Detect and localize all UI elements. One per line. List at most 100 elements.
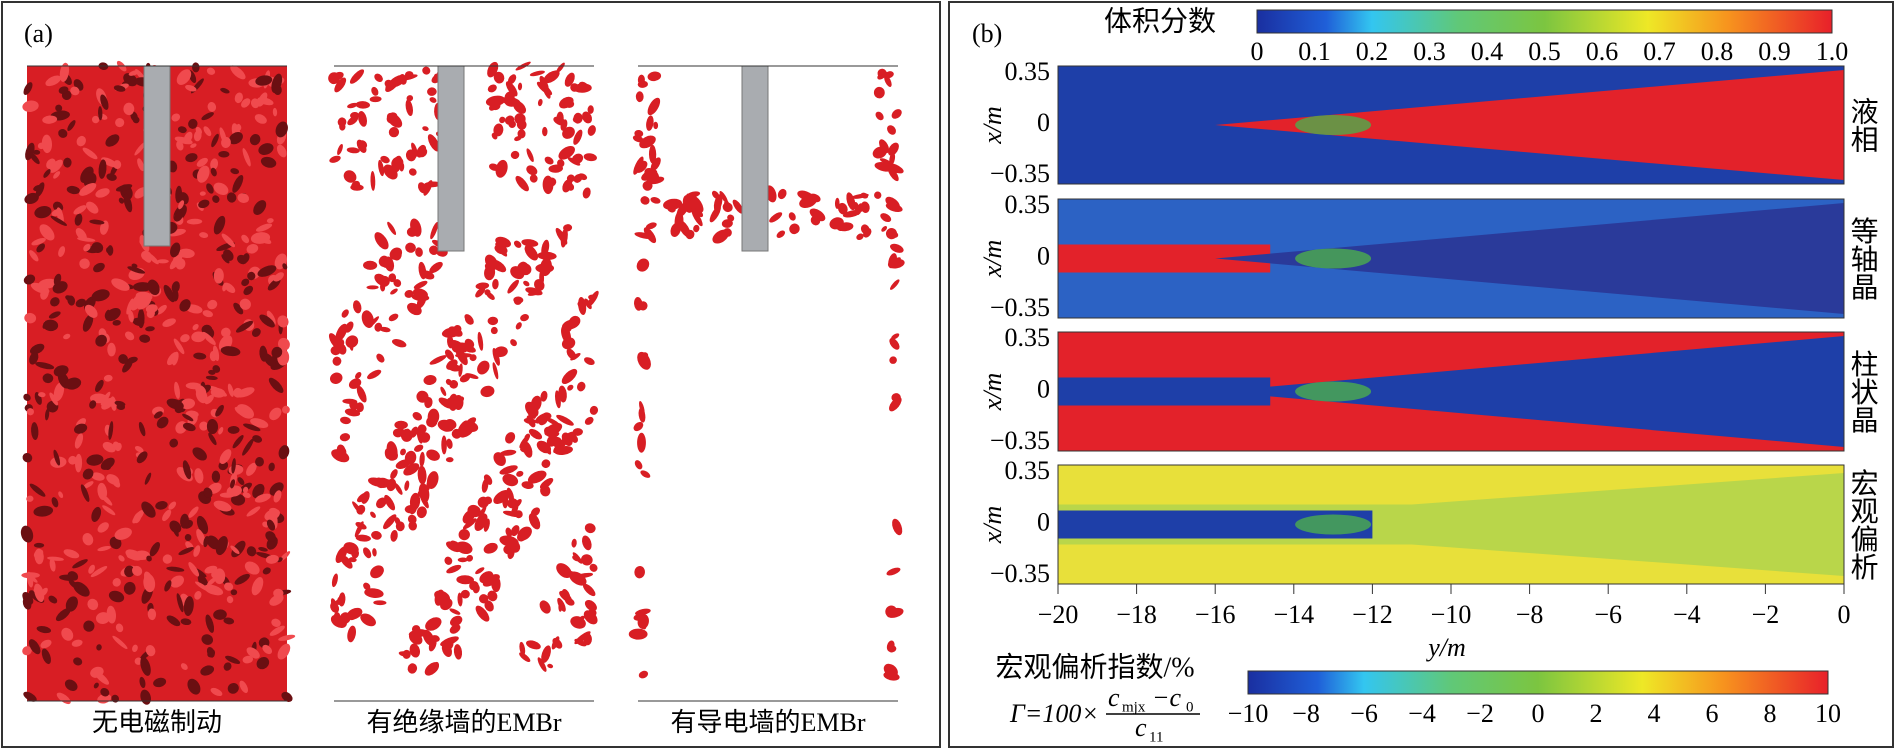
vortex-blob [195,384,207,397]
vortex-blob [126,298,134,315]
vortex-blob [33,542,45,548]
vortex-blob [405,149,417,162]
vortex-blob [115,184,133,192]
simulation-strip [1057,331,1845,452]
vortex-blob [405,428,411,437]
vortex-blob [429,355,447,365]
vortex-blob [487,590,498,602]
vortex-blob [451,428,462,439]
vortex-blob [103,374,113,382]
vortex-blob [26,495,34,502]
vortex-blob [637,74,645,85]
vortex-blob [53,171,61,179]
vortex-blob [562,126,575,139]
vortex-blob [516,470,524,477]
vortex-blob [199,232,209,238]
vortex-blob [89,219,105,225]
vortex-blob [566,431,576,438]
y-tick-label: 0.35 [1005,456,1051,485]
vortex-blob [449,379,459,389]
vortex-blob [41,648,51,665]
vortex-blob [146,252,159,265]
vortex-blob [184,533,192,542]
vortex-blob [483,474,493,485]
vortex-blob [572,555,581,562]
vortex-blob [271,346,283,358]
vortex-blob [228,132,243,145]
vortex-blob [634,129,644,138]
vortex-blob [370,171,376,191]
vortex-blob [562,570,575,576]
vortex-blob [582,583,596,597]
strip-frame [1057,65,1845,185]
vortex-blob [215,404,224,417]
vortex-blob [539,75,549,92]
vortex-blob [83,481,94,489]
vortex-blob [260,156,277,168]
nozzle [437,65,465,252]
vortex-blob [278,337,290,351]
vortex-blob [185,153,198,163]
vortex-blob [376,353,385,363]
vortex-blob [24,192,39,204]
vortex-blob [33,585,41,593]
vortex-blob [254,493,271,503]
dendrite-zone [1295,115,1372,135]
vortex-blob [515,322,522,330]
vortex-blob [356,402,364,413]
formula-text: 11 [1149,729,1163,745]
colorbar-tick-label: 0.9 [1758,37,1791,66]
vortex-blob [223,617,235,625]
vortex-blob [494,346,508,358]
vortex-blob [101,157,118,168]
vortex-blob [74,453,83,473]
vortex-blob [564,597,575,606]
vortex-blob [333,71,344,80]
vortex-blob [879,158,892,165]
vortex-blob [23,393,31,401]
vortex-blob [458,529,470,541]
row-label: 等轴晶 [1847,216,1879,300]
vortex-blob [884,74,892,87]
vortex-blob [118,354,128,364]
vortex-blob [115,118,125,128]
vortex-blob [67,120,76,131]
vortex-blob [147,608,157,621]
vortex-blob [529,174,538,183]
vortex-blob [80,484,90,502]
vortex-blob [72,559,88,569]
vortex-blob [233,302,244,315]
colorbar-tick-label: 0.3 [1413,37,1446,66]
vortex-blob [639,135,656,149]
vortex-blob [76,135,86,147]
panel-label: (b) [972,19,1002,48]
vortex-blob [95,188,110,198]
vortex-blob [237,477,245,485]
vortex-blob [810,215,821,226]
vortex-blob [139,334,151,343]
vortex-blob [640,196,650,205]
vortex-blob [886,567,901,576]
vortex-blob [194,468,204,484]
vortex-blob [123,73,138,87]
vortex-blob [265,554,279,564]
vortex-blob [425,617,442,631]
vortex-blob [242,486,249,493]
vortex-blob [537,98,543,107]
vortex-blob [141,252,152,263]
vortex-blob [258,547,268,552]
vortex-blob [475,567,485,575]
vortex-blob [20,525,34,543]
vortex-blob [33,149,41,155]
vortex-blob [875,111,884,121]
vortex-blob [65,596,78,612]
vortex-blob [507,74,517,85]
vortex-blob [276,144,287,158]
vortex-blob [404,480,410,491]
vortex-blob [53,449,61,466]
vortex-blob [278,445,290,460]
vortex-blob [173,211,183,222]
y-tick-label: 0 [1037,241,1050,270]
vortex-blob [34,548,44,565]
vortex-blob [883,671,900,681]
